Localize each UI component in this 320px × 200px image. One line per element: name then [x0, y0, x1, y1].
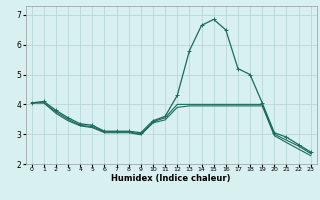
X-axis label: Humidex (Indice chaleur): Humidex (Indice chaleur) [111, 174, 231, 183]
